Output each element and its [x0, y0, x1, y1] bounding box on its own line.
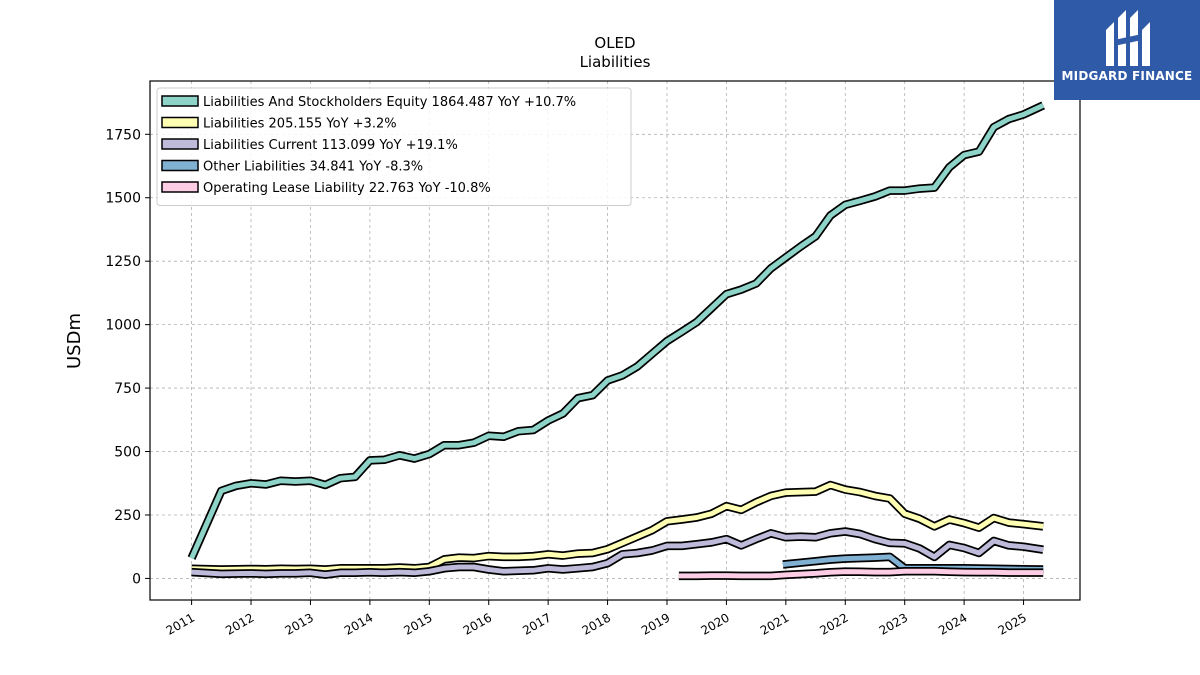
x-tick-label: 2011 [164, 610, 197, 637]
y-tick-label: 0 [132, 571, 141, 587]
x-tick-label: 2018 [580, 610, 613, 637]
x-tick-label: 2015 [401, 610, 434, 637]
x-ticks: 2011 2012 2013 2014 2015 2016 2017 2018 2019 2020… [164, 600, 1029, 638]
series-line-4 [678, 568, 1044, 579]
legend-box [156, 87, 632, 206]
y-tick-label: 250 [114, 508, 141, 524]
x-tick-label: 2014 [342, 610, 375, 637]
series-line-1 [191, 482, 1044, 572]
y-tick-label: 500 [114, 445, 141, 461]
x-tick-label: 2019 [639, 610, 672, 637]
x-tick-label: 2012 [223, 610, 256, 637]
x-tick-label: 2013 [282, 610, 315, 637]
legend-swatch-4 [161, 181, 199, 193]
chart-subtitle: Liabilities [580, 53, 651, 71]
y-tick-label: 1250 [105, 254, 141, 270]
y-tick-label: 1000 [105, 318, 141, 334]
y-ticks: 0 250 500 750 1000 1250 1500 1750 [105, 127, 150, 587]
legend-swatch-0 [161, 95, 199, 107]
series-line-2 [191, 529, 1044, 578]
x-tick-label: 2024 [936, 610, 969, 637]
legend: Liabilities And Stockholders Equity 1864… [156, 87, 632, 206]
x-tick-label: 2020 [698, 610, 731, 637]
series-line-0 [189, 103, 1045, 560]
y-tick-label: 1500 [105, 191, 141, 207]
legend-entry-4: Operating Lease Liability 22.763 YoY -10… [203, 181, 491, 196]
x-tick-label: 2023 [877, 610, 910, 637]
x-tick-label: 2022 [817, 610, 850, 637]
x-tick-label: 2021 [758, 610, 791, 637]
legend-entry-0: Liabilities And Stockholders Equity 1864… [203, 95, 576, 110]
x-tick-label: 2025 [996, 610, 1029, 637]
legend-entry-2: Liabilities Current 113.099 YoY +19.1% [203, 138, 458, 153]
y-axis-label: USDm [64, 313, 85, 369]
brand-name: MIDGARD FINANCE [1061, 69, 1193, 83]
chart-title: OLED [594, 34, 635, 52]
x-tick-label: 2016 [461, 610, 494, 637]
legend-entry-1: Liabilities 205.155 YoY +3.2% [203, 117, 397, 132]
legend-swatch-2 [161, 138, 199, 150]
y-tick-label: 1750 [105, 127, 141, 143]
legend-entry-3: Other Liabilities 34.841 YoY -8.3% [203, 160, 423, 175]
plot-frame [149, 80, 1081, 601]
legend-swatch-3 [161, 159, 199, 172]
legend-swatch-1 [161, 116, 199, 129]
midgard-logo-icon [1106, 10, 1150, 66]
x-tick-label: 2017 [520, 610, 553, 637]
brand-logo: MIDGARD FINANCE [1054, 0, 1200, 100]
series-lines [187, 101, 1045, 581]
y-tick-label: 750 [114, 381, 141, 397]
